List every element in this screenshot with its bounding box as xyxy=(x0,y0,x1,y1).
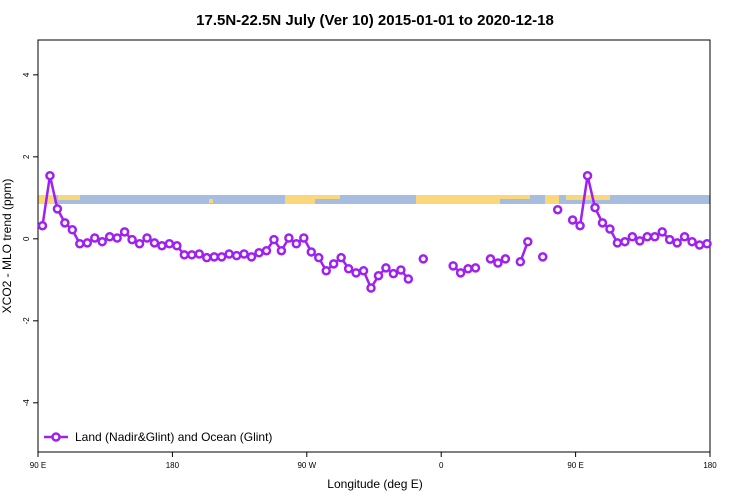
data-point xyxy=(373,270,384,281)
x-tick-label: 90 E xyxy=(567,461,583,470)
data-point xyxy=(149,238,160,248)
data-point xyxy=(142,233,152,243)
y-tick-label: -4 xyxy=(22,399,31,407)
legend-marker xyxy=(51,432,61,442)
data-point xyxy=(470,263,481,273)
data-point xyxy=(605,224,615,234)
data-point xyxy=(127,234,137,245)
data-point xyxy=(500,254,511,264)
data-point xyxy=(119,227,130,237)
data-point xyxy=(657,227,667,237)
y-tick-label: 2 xyxy=(22,154,31,159)
data-point xyxy=(157,241,167,251)
data-point xyxy=(635,236,645,246)
land-ocean-strip xyxy=(38,195,710,204)
data-point xyxy=(567,215,578,225)
data-point xyxy=(463,264,473,274)
data-point xyxy=(209,252,219,262)
data-point xyxy=(396,265,406,275)
data-point xyxy=(224,249,234,259)
data-point xyxy=(276,245,287,256)
data-point xyxy=(306,247,317,257)
data-point xyxy=(403,274,414,284)
data-point xyxy=(687,236,697,247)
data-point xyxy=(246,252,257,262)
data-point xyxy=(269,234,279,245)
data-point xyxy=(336,252,346,263)
data-point xyxy=(523,236,533,247)
data-point xyxy=(388,268,399,279)
data-point xyxy=(104,232,115,242)
data-point xyxy=(343,264,354,274)
chart-title: 17.5N-22.5N July (Ver 10) 2015-01-01 to … xyxy=(196,12,554,29)
data-point xyxy=(37,220,48,231)
data-point xyxy=(381,263,391,273)
data-point xyxy=(448,261,458,271)
data-point xyxy=(328,259,339,269)
data-point xyxy=(649,232,660,242)
data-point xyxy=(351,268,361,278)
y-axis-label: XCO2 - MLO trend (ppm) xyxy=(0,179,14,314)
data-point xyxy=(112,233,122,243)
x-tick-label: 90 E xyxy=(30,461,46,470)
data-point xyxy=(620,236,630,247)
data-point xyxy=(164,238,175,249)
data-point xyxy=(321,266,331,276)
data-point xyxy=(627,232,638,242)
data-point xyxy=(52,204,63,214)
data-point xyxy=(134,238,145,249)
data-point xyxy=(642,232,653,242)
data-point xyxy=(75,238,85,249)
data-point xyxy=(239,249,249,259)
data-point xyxy=(261,245,272,256)
x-tick-label: 0 xyxy=(439,461,444,470)
data-point xyxy=(679,232,690,242)
data-point xyxy=(179,250,190,260)
data-point xyxy=(284,233,294,243)
y-tick-label: 0 xyxy=(22,236,31,241)
data-point xyxy=(358,266,369,276)
data-point xyxy=(575,220,585,231)
data-point xyxy=(418,254,429,264)
data-point xyxy=(82,238,93,248)
data-point xyxy=(612,238,623,248)
x-axis-label: Longitude (deg E) xyxy=(327,477,422,491)
data-point xyxy=(515,257,526,267)
data-point xyxy=(694,240,705,250)
x-tick-label: 90 W xyxy=(297,461,316,470)
x-tick-label: 180 xyxy=(703,461,717,470)
data-point xyxy=(231,250,242,261)
data-point xyxy=(216,252,227,262)
data-point xyxy=(67,225,78,235)
data-point xyxy=(590,202,600,213)
data-point xyxy=(97,236,107,247)
data-point xyxy=(597,218,608,228)
data-point xyxy=(552,204,563,215)
data-point xyxy=(313,252,324,263)
data-point xyxy=(664,234,675,245)
data-point xyxy=(89,233,100,243)
data-point xyxy=(455,268,466,278)
data-point xyxy=(187,250,197,260)
data-point xyxy=(194,249,205,259)
data-point xyxy=(366,283,376,293)
legend-label: Land (Nadir&Glint) and Ocean (Glint) xyxy=(75,430,272,444)
data-point xyxy=(201,252,212,263)
data-point xyxy=(485,254,496,264)
data-point xyxy=(672,238,682,248)
data-point xyxy=(45,170,55,181)
data-point xyxy=(493,258,503,268)
data-point xyxy=(172,241,182,251)
y-tick-label: -2 xyxy=(22,317,31,325)
data-point xyxy=(60,218,70,228)
data-point xyxy=(254,248,264,258)
data-point xyxy=(299,233,309,243)
data-point xyxy=(537,252,548,262)
y-tick-label: 4 xyxy=(22,72,31,77)
data-point xyxy=(291,238,302,249)
data-point xyxy=(702,238,712,249)
x-tick-label: 180 xyxy=(166,461,180,470)
data-point xyxy=(582,170,593,181)
